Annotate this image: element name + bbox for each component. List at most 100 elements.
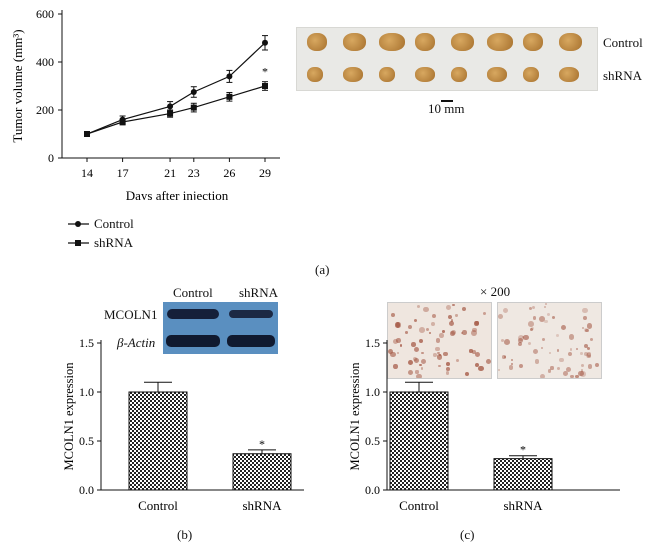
ihc-stain-dot [443, 351, 448, 357]
ihc-stain-dot [560, 324, 567, 331]
ihc-stain-dot [586, 352, 592, 357]
ihc-stain-dot [413, 357, 419, 363]
ihc-stain-dot [533, 348, 539, 355]
ihc-stain-dot [455, 358, 460, 363]
ihc-stain-dot [547, 369, 552, 373]
bar-control [128, 391, 188, 491]
ihc-stain-dot [423, 306, 429, 313]
ihc-stain-dot [517, 342, 522, 347]
ihc-stain-dot [539, 373, 546, 378]
band-mcoln1-shrna [229, 310, 273, 318]
ihc-stain-dot [502, 308, 508, 314]
ihc-stain-dot [529, 306, 533, 310]
y-tick-label: 1.0 [79, 385, 94, 399]
data-point-control [190, 89, 197, 95]
ihc-stain-dot [511, 362, 514, 365]
ihc-stain-dot [436, 354, 443, 360]
panel-label-b: (b) [177, 527, 193, 542]
ihc-stain-dot [549, 351, 552, 354]
x-tick-label: 29 [259, 166, 271, 180]
tumor-control [307, 33, 327, 51]
ihc-image-control [387, 302, 492, 379]
y-tick-label: 1.0 [365, 385, 380, 399]
ihc-stain-dot [563, 370, 568, 376]
ihc-stain-dot [411, 342, 416, 347]
data-point-control [167, 103, 174, 110]
series-line-shrna [86, 85, 266, 135]
ihc-stain-dot [399, 344, 403, 347]
tumor-shrna [451, 67, 467, 82]
ihc-stain-dot [546, 312, 550, 316]
legend-label-control: Control [94, 216, 134, 231]
ihc-stain-dot [413, 318, 418, 322]
blot-col-shrna: shRNA [239, 285, 279, 300]
ihc-stain-dot [590, 337, 594, 341]
ihc-stain-dot [408, 360, 414, 366]
panel-label-c: (c) [460, 527, 475, 542]
data-point-control [262, 39, 268, 46]
ihc-stain-dot [405, 330, 409, 334]
y-tick-label: 0.5 [365, 434, 380, 448]
ihc-stain-dot [517, 338, 523, 344]
tumor-control [523, 33, 543, 51]
ihc-stain-dot [471, 330, 478, 336]
ihc-stain-dot [464, 371, 470, 377]
ihc-stain-dot [574, 374, 579, 378]
ihc-stain-dot [408, 370, 414, 376]
ihc-stain-dot [414, 347, 420, 353]
ihc-stain-dot [450, 331, 455, 336]
ihc-stain-dot [498, 314, 503, 320]
ihc-stain-dot [448, 315, 452, 320]
ihc-stain-dot [594, 362, 599, 367]
ihc-stain-dot [502, 354, 506, 359]
ihc-stain-dot [541, 337, 546, 342]
ihc-stain-dot [419, 363, 422, 366]
ihc-stain-dot [580, 369, 584, 372]
x-tick-label: shRNA [503, 498, 543, 513]
ihc-stain-dot [518, 363, 524, 368]
bar-shrna [232, 453, 292, 491]
ihc-stain-dot [569, 348, 573, 351]
tumor-control [487, 33, 513, 51]
ihc-stain-dot [474, 321, 479, 326]
significance-marker: * [259, 437, 265, 451]
y-tick-label: 0.5 [79, 434, 94, 448]
ihc-stain-dot [396, 351, 399, 354]
ihc-stain-dot [432, 314, 437, 319]
ihc-stain-dot [472, 327, 477, 333]
tumor-control [415, 33, 435, 51]
x-tick-label: 17 [117, 166, 129, 180]
ihc-stain-dot [438, 353, 441, 356]
y-axis-label: Tumor volume (mm³) [10, 29, 25, 142]
y-axis-label: MCOLN1 expression [348, 362, 362, 471]
tumor-control [379, 33, 405, 51]
tumor-shrna [379, 67, 395, 82]
ihc-stain-dot [439, 333, 444, 338]
ihc-stain-dot [474, 351, 480, 357]
series-line-control [86, 42, 266, 135]
x-tick-label: Control [138, 498, 178, 513]
ihc-stain-dot [475, 362, 480, 367]
x-tick-label: 23 [188, 166, 200, 180]
ihc-stain-dot [552, 316, 556, 320]
tumor-shrna [559, 67, 579, 82]
panel-label-a: (a) [315, 262, 330, 277]
ihc-stain-dot [587, 354, 591, 359]
tumor-photo [296, 27, 598, 91]
ihc-stain-dot [523, 334, 529, 341]
ihc-stain-dot [527, 341, 531, 345]
ihc-stain-dot [585, 328, 590, 333]
ihc-stain-dot [583, 343, 589, 349]
data-point-shrna [119, 119, 126, 125]
ihc-stain-dot [394, 322, 400, 328]
ihc-stain-dot [557, 366, 561, 370]
data-point-shrna [190, 104, 197, 111]
data-point-shrna [167, 110, 174, 117]
ihc-stain-dot [416, 304, 421, 308]
ihc-stain-dot [431, 322, 436, 326]
ihc-stain-dot [545, 303, 548, 306]
ihc-stain-dot [418, 338, 424, 343]
ihc-stain-dot [391, 312, 395, 317]
band-mcoln1-control [167, 309, 219, 319]
